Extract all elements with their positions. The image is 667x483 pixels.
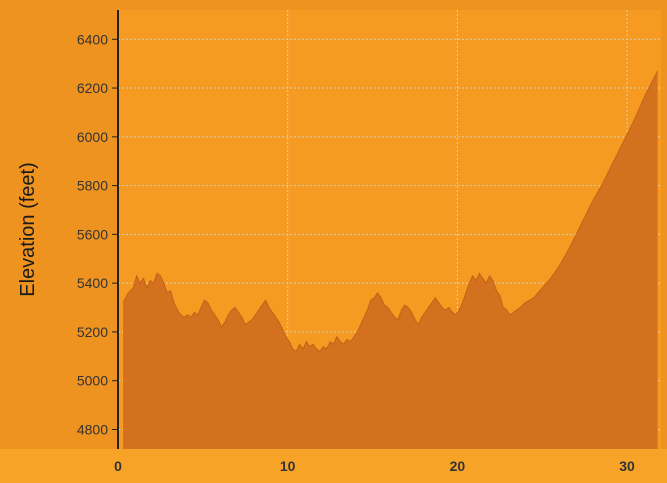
x-axis-ticks: 0 10 20 30 (114, 458, 635, 474)
y-tick-label: 5800 (77, 178, 108, 194)
y-tick-label: 6200 (77, 80, 108, 96)
y-tick-label: 4800 (77, 421, 108, 437)
x-axis-band (0, 449, 667, 483)
y-tick-label: 5000 (77, 373, 108, 389)
y-tick-label: 5200 (77, 324, 108, 340)
x-tick-label: 0 (114, 458, 122, 474)
x-tick-label: 30 (619, 458, 635, 474)
x-tick-label: 20 (450, 458, 466, 474)
x-tick-label: 10 (280, 458, 296, 474)
y-tick-label: 5600 (77, 226, 108, 242)
y-axis-ticks: 4800 5000 5200 5400 5600 5800 6000 6200 6400 (77, 31, 118, 437)
elevation-line (122, 70, 659, 353)
y-tick-label: 5400 (77, 275, 108, 291)
y-axis-label: Elevation (feet) (17, 162, 39, 297)
elevation-area (123, 71, 658, 449)
y-tick-label: 6000 (77, 129, 108, 145)
y-tick-label: 6400 (77, 31, 108, 47)
